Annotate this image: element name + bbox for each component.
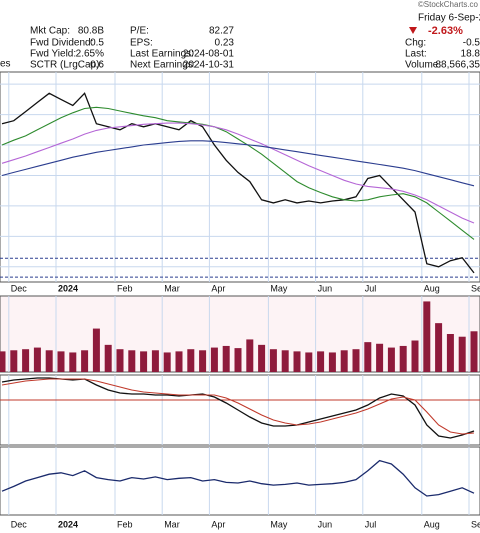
- volume-bar: [446, 334, 454, 372]
- stat-value: -0.5: [463, 38, 480, 49]
- panel: [0, 374, 480, 446]
- series-line: [1, 459, 475, 497]
- volume-bar: [81, 350, 89, 372]
- x-tick-label: Jun: [318, 519, 333, 529]
- stat-value: 0.23: [215, 38, 235, 49]
- volume-bar: [187, 349, 195, 372]
- volume-bar: [317, 351, 325, 372]
- stat-label: Fwd Yield:: [30, 49, 76, 60]
- series-line: [1, 92, 475, 274]
- volume-bar: [69, 352, 77, 372]
- x-tick-label: 2024: [58, 283, 78, 293]
- volume-bar: [376, 343, 384, 372]
- x-tick-label: Mar: [164, 283, 180, 293]
- x-tick-label: Dec: [11, 519, 28, 529]
- volume-bar: [175, 351, 183, 372]
- volume-bar: [435, 323, 443, 372]
- x-tick-label: Aug: [424, 519, 440, 529]
- panel: [0, 71, 480, 283]
- volume-bar: [116, 349, 124, 372]
- volume-bar: [458, 336, 466, 372]
- volume-bar: [470, 331, 478, 372]
- volume-bar: [151, 350, 159, 372]
- down-arrow: [409, 27, 417, 34]
- volume-bar: [269, 349, 277, 372]
- stat-label: Mkt Cap:: [30, 26, 70, 37]
- volume-bar: [57, 351, 65, 372]
- stat-label: EPS:: [130, 38, 153, 49]
- x-tick-label: Apr: [211, 519, 225, 529]
- cropped-text: es: [0, 59, 11, 70]
- stat-label: P/E:: [130, 26, 149, 37]
- stat-label: Fwd Dividend:: [30, 38, 93, 49]
- volume-bar: [0, 351, 6, 372]
- volume-bar: [33, 347, 41, 372]
- volume-bar: [387, 347, 395, 372]
- volume-bar: [352, 349, 360, 372]
- stat-label: Last:: [405, 49, 427, 60]
- volume-bar: [140, 351, 148, 372]
- x-tick-label: Feb: [117, 283, 133, 293]
- stat-value: 80.8B: [78, 26, 104, 37]
- volume-bar: [246, 339, 254, 372]
- volume-bar: [10, 350, 18, 372]
- change-percent: -2.63%: [428, 25, 463, 37]
- volume-bar: [92, 328, 100, 372]
- volume-bar: [104, 344, 112, 372]
- x-tick-label: 2024: [58, 519, 78, 529]
- volume-bar: [423, 301, 431, 372]
- volume-bar: [128, 350, 136, 372]
- volume-bar: [411, 340, 419, 372]
- x-tick-label: May: [270, 519, 288, 529]
- stat-label: Next Earnings:: [130, 60, 196, 71]
- series-line: [1, 106, 475, 240]
- volume-bar: [222, 345, 230, 372]
- date: Friday 6-Sep-202: [418, 13, 480, 24]
- stat-value: 2024-08-01: [183, 49, 235, 60]
- x-tick-label: Feb: [117, 519, 133, 529]
- volume-bar: [399, 345, 407, 372]
- volume-bar: [340, 350, 348, 372]
- volume-bar: [234, 348, 242, 372]
- x-tick-label: Jul: [365, 519, 377, 529]
- stat-value: 18.8: [461, 49, 480, 60]
- x-tick-label: Apr: [211, 283, 225, 293]
- x-tick-label: Mar: [164, 519, 180, 529]
- volume-bar: [199, 350, 207, 372]
- stat-value: 2024-10-31: [183, 60, 235, 71]
- volume-bar: [293, 351, 301, 372]
- stat-label: SCTR (LrgCap):: [30, 60, 102, 71]
- x-tick-label: Aug: [424, 283, 440, 293]
- series-line: [1, 378, 475, 435]
- volume-bar: [22, 349, 30, 372]
- volume-bar: [328, 352, 336, 372]
- stat-value: 88,566,35: [436, 60, 480, 71]
- x-tick-label: Jun: [318, 283, 333, 293]
- stat-label: Volume:: [405, 60, 441, 71]
- panel: [0, 446, 480, 516]
- series-line: [1, 122, 475, 224]
- volume-bar: [364, 342, 372, 372]
- volume-bar: [163, 352, 171, 372]
- logo: ©StockCharts.co: [418, 0, 479, 9]
- x-tick-label: May: [270, 283, 288, 293]
- volume-bar: [305, 352, 313, 372]
- stat-label: Last Earnings:: [130, 49, 194, 60]
- series-line: [1, 140, 475, 187]
- volume-bar: [281, 350, 289, 372]
- stat-value: 2.65%: [76, 49, 104, 60]
- x-tick-label: Sep: [471, 283, 480, 293]
- volume-bar: [210, 347, 218, 372]
- stat-value: 0.5: [90, 38, 104, 49]
- x-tick-label: Jul: [365, 283, 377, 293]
- stat-label: Chg:: [405, 38, 426, 49]
- stat-value: 82.27: [209, 26, 234, 37]
- stat-value: 0.6: [90, 60, 104, 71]
- x-tick-label: Sep: [471, 519, 480, 529]
- volume-bar: [45, 350, 53, 372]
- volume-bar: [258, 344, 266, 372]
- x-tick-label: Dec: [11, 283, 28, 293]
